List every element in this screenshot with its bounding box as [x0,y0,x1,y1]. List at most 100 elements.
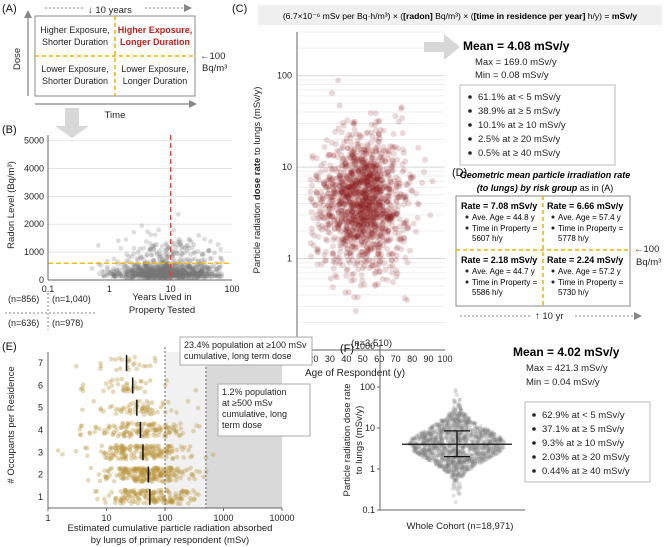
c-point [372,281,379,288]
quad-tl-2: Shorter Duration [42,37,108,47]
b-point [200,267,206,273]
b-point [183,245,189,251]
b-point [164,247,170,252]
b-point [145,272,151,278]
e-point [147,378,153,383]
e-point [153,358,158,364]
b-point [151,270,157,276]
b-point [173,270,178,276]
b-point [162,272,168,277]
e-point [197,424,202,429]
e-point [97,478,103,484]
b-point [112,274,118,280]
c-point [332,129,339,135]
b-point [209,271,215,277]
b-point [168,268,173,274]
b-point [205,269,211,275]
e-point [129,456,134,461]
b-point [121,265,127,271]
e-point [127,402,133,407]
c-point [329,243,336,250]
b-point [190,267,196,272]
b-point [163,252,169,257]
e-point [119,376,125,382]
e-point [132,361,137,366]
b-point [180,264,186,270]
b-point [173,267,179,273]
b-ytick: 1000 [24,247,44,257]
c-point [310,242,317,249]
b-point [134,269,140,275]
c-point [379,230,386,237]
c-point [381,216,388,223]
f-point [426,438,431,443]
b-point [162,264,168,270]
b-point [139,270,145,275]
b-point [164,268,170,274]
b-point [135,266,141,272]
c-point [337,189,344,196]
b-point [145,272,150,278]
c-point [415,201,422,208]
e-point [113,406,119,412]
b-point [157,270,163,276]
b-point [201,273,206,278]
b-point [186,245,192,251]
b-point [187,258,193,264]
c-point [307,188,314,195]
b-point [131,274,137,280]
b-point [147,273,153,279]
b-point [121,267,126,273]
b-point [156,267,162,272]
e-point [119,447,125,452]
c-point [340,122,347,129]
e-point [101,409,106,414]
b-point [183,271,189,277]
b-point [196,233,202,238]
note-a-2: cumulative, long term dose [184,351,292,361]
b-point [101,273,107,279]
b-point [149,262,155,268]
c-point [359,238,365,245]
d-cell-dot [551,226,555,230]
b-point [154,272,159,278]
c-point [328,90,335,96]
b-point [135,273,141,278]
b-point [140,274,146,280]
d-cell-age: Ave. Age = 57.4 y [558,213,621,222]
e-point [143,453,149,458]
d-cell-dot [551,215,555,219]
e-point [188,454,193,460]
formula-part-6: mSv/y [612,11,638,21]
b-point [166,270,172,275]
b-point [196,271,202,277]
c-point [335,210,342,217]
c-point [323,137,330,144]
e-point [115,381,121,387]
c-point [348,140,355,146]
c-point [358,229,365,236]
e-point [147,452,153,458]
b-point [174,250,180,256]
b-point [155,272,161,277]
b-point [128,269,134,275]
b-point [164,265,170,270]
b-point [151,274,157,280]
b-point [157,273,163,279]
b-point [176,237,182,242]
b-point [160,275,166,281]
d-cell-dot [551,280,555,284]
b-point [146,263,152,269]
b-point [148,269,154,275]
b-point [157,268,163,273]
b-point [203,271,209,277]
e-point [191,428,196,434]
b-point [146,272,152,278]
b-point [171,272,176,278]
e-point [181,455,186,460]
b-point [185,271,191,277]
b-point [160,267,166,273]
b-point [178,274,184,280]
b-point [139,272,145,277]
b-point [192,267,198,272]
